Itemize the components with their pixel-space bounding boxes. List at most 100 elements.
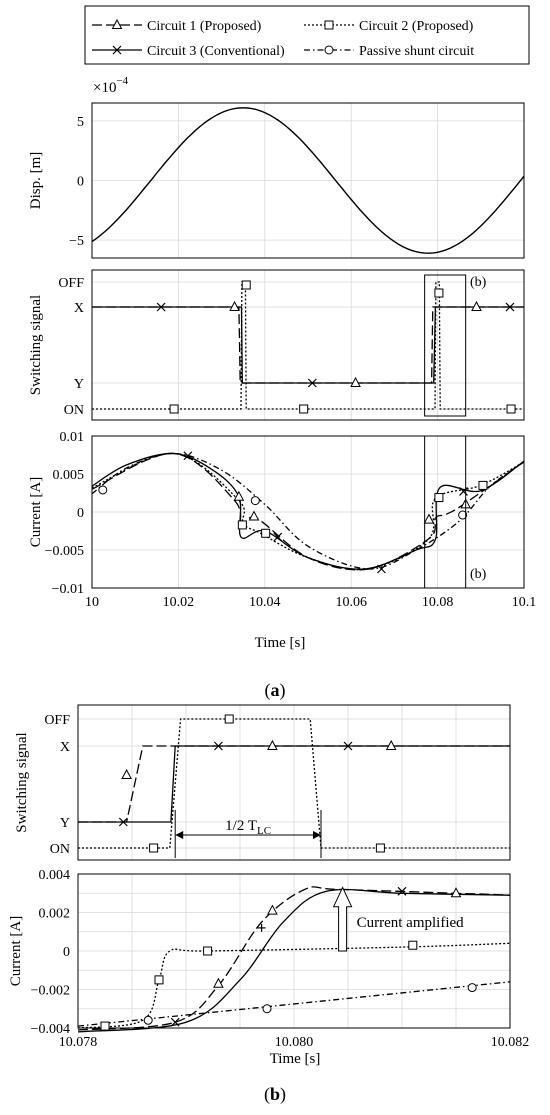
circuit3-line (91, 452, 525, 570)
x-tick-label: 10.082 (491, 1035, 530, 1050)
y-tick-label: 0 (63, 945, 70, 960)
zoom-box (424, 274, 467, 417)
triangle-marker (385, 739, 397, 750)
circle-marker (250, 496, 260, 506)
legend: Circuit 1 (Proposed) Circuit 2 (Proposed)… (84, 5, 530, 65)
y-tick-label-off: OFF (58, 276, 84, 291)
x-marker (459, 487, 468, 496)
x-marker (156, 302, 166, 312)
x-marker (307, 378, 317, 388)
y-tick-label-on: ON (64, 403, 84, 418)
disp-axes (91, 102, 525, 259)
x-tick-label: 10 (85, 595, 99, 610)
zoom-label: (b) (470, 567, 487, 582)
legend-label: Circuit 2 (Proposed) (359, 19, 474, 34)
square-marker (203, 946, 213, 956)
legend-label: Circuit 3 (Conventional) (147, 44, 285, 59)
x-marker (377, 564, 386, 574)
triangle-marker (267, 739, 278, 750)
square-marker (434, 288, 444, 298)
legend-label: Circuit 1 (Proposed) (147, 19, 262, 34)
panel-b: OFF X Y ON Switching signal 1/2 TLC −0.004 −0.… (8, 704, 530, 1105)
y-tick-label-y: Y (74, 377, 84, 392)
y-tick-label: 0 (77, 175, 84, 190)
legend-box (84, 5, 530, 65)
square-marker (506, 404, 516, 414)
circle-marker (458, 510, 468, 520)
square-marker (299, 404, 309, 414)
x-tick-label: 10.078 (59, 1035, 98, 1050)
circuit3-line (77, 888, 511, 1033)
y-tick-label: 5 (77, 115, 84, 130)
circuit3-line (92, 306, 524, 384)
triangle-marker (350, 376, 361, 387)
x-tick-label: 10.06 (335, 595, 367, 610)
y-tick-label: −0.005 (45, 544, 84, 559)
switch-zoom-axes (77, 704, 511, 861)
y-tick-label-y: Y (60, 816, 70, 831)
legend-item: Passive shunt circuit (304, 44, 474, 59)
legend-circle-marker (324, 45, 334, 55)
y-tick-label-x: X (74, 301, 84, 316)
circuit1-line (92, 306, 524, 384)
square-marker (261, 528, 271, 538)
triangle-marker (471, 300, 482, 311)
panel-a-xlabel: Time [s] (255, 635, 306, 651)
panel-b-caption: (b) (264, 1084, 286, 1105)
x-marker (170, 1017, 180, 1027)
y-axis-label: Disp. [m] (28, 152, 44, 210)
triangle-marker (233, 490, 245, 501)
triangle-marker (229, 300, 240, 311)
y-tick-label: −0.01 (52, 582, 84, 597)
panel-a-caption: (a) (265, 680, 286, 701)
disp-exponent: ×10−4 (93, 75, 129, 96)
x-tick-label: 10.04 (249, 595, 281, 610)
square-marker (408, 940, 418, 950)
square-marker (169, 404, 179, 414)
x-marker (505, 302, 515, 312)
circle-marker (262, 1004, 272, 1014)
square-marker (154, 975, 164, 985)
triangle-marker (423, 513, 435, 524)
legend-item: Circuit 3 (Conventional) (92, 44, 285, 59)
legend-square-marker (324, 20, 334, 30)
panel-a: ×10−4 −5 0 5 Disp. [m] ON Y X OFF Switching sig… (28, 75, 536, 701)
x-marker (273, 532, 283, 542)
x-tick-label: 10.1 (512, 595, 537, 610)
legend-item: Circuit 1 (Proposed) (92, 18, 262, 34)
y-tick-label: 0.004 (39, 868, 71, 883)
y-tick-label: −0.004 (31, 1022, 70, 1037)
triangle-marker (267, 904, 278, 915)
triangle-marker (248, 510, 260, 521)
y-axis-label: Current [A] (28, 477, 44, 547)
square-marker (100, 1021, 110, 1031)
square-marker (434, 493, 444, 503)
interval-label: 1/2 TLC (225, 818, 271, 837)
square-marker (375, 843, 385, 853)
x-marker (343, 741, 353, 751)
circuit2-line (91, 452, 525, 571)
square-marker (241, 280, 251, 290)
y-tick-label-off: OFF (44, 713, 70, 728)
current-zoom-axes (77, 873, 511, 1029)
zoom-label: (b) (470, 275, 487, 290)
square-marker (224, 714, 234, 724)
x-marker (397, 886, 407, 896)
square-marker (478, 480, 488, 490)
triangle-marker (450, 887, 462, 898)
circle-marker (143, 1015, 153, 1025)
x-marker (118, 817, 128, 827)
circuit1-line (77, 886, 511, 1031)
y-tick-label: 0 (77, 506, 84, 521)
triangle-marker (121, 768, 132, 779)
up-arrow-icon (332, 886, 353, 952)
legend-item: Circuit 2 (Proposed) (304, 19, 474, 34)
y-tick-label: 0.005 (53, 468, 85, 483)
square-marker (237, 520, 247, 530)
y-tick-label: 0.002 (39, 907, 71, 922)
arrow-label: Current amplified (357, 915, 465, 931)
circle-marker (98, 485, 108, 495)
y-tick-label: −0.002 (31, 984, 70, 999)
y-tick-label: 0.01 (60, 430, 85, 445)
circuit2-line (92, 281, 524, 410)
